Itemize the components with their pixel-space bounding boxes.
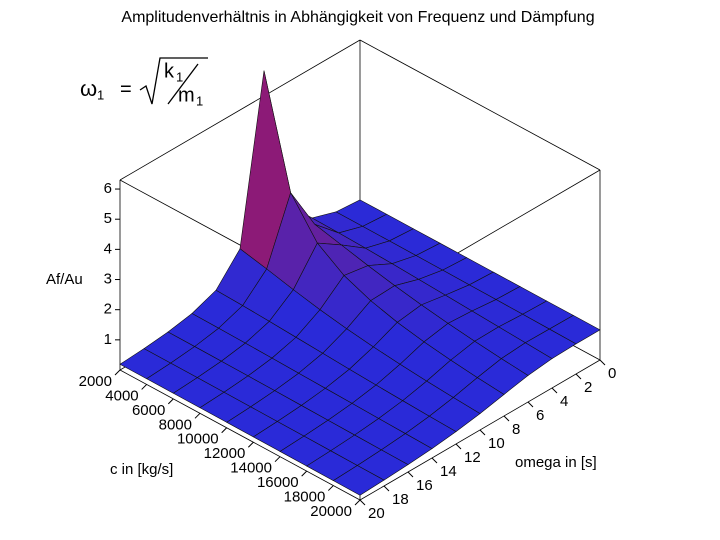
y-tick xyxy=(479,429,486,436)
x-tick xyxy=(167,398,174,405)
surface-cell xyxy=(332,465,385,496)
x-axis-label: c in [kg/s] xyxy=(110,461,173,478)
z-axis-label: Af/Au xyxy=(46,271,83,288)
z-tick-label: 6 xyxy=(104,180,112,197)
chart-title: Amplitudenverhältnis in Abhängigkeit von… xyxy=(121,9,594,26)
y-axis-label: omega in [s] xyxy=(515,454,597,471)
x-tick xyxy=(327,485,334,491)
y-tick-label: 4 xyxy=(560,393,568,410)
y-tick xyxy=(575,373,582,380)
y-tick xyxy=(359,499,366,506)
x-tick xyxy=(141,384,148,390)
x-tick xyxy=(221,427,228,434)
y-tick xyxy=(383,485,390,492)
formula-k-sub: 1 xyxy=(176,69,183,84)
z-tick-label: 1 xyxy=(104,331,112,348)
formula-omega: ω xyxy=(80,76,97,101)
y-tick xyxy=(455,443,462,450)
y-tick-label: 12 xyxy=(464,449,481,466)
y-tick-label: 10 xyxy=(488,435,505,452)
x-tick-label: 12000 xyxy=(204,445,246,462)
z-tick-label: 2 xyxy=(104,301,112,318)
box-top-edge xyxy=(119,39,361,181)
fraction-slash xyxy=(167,63,199,105)
box-top-edge xyxy=(359,39,601,171)
y-tick-label: 14 xyxy=(440,463,457,480)
ticks: 1234562000400060008000100001200014000160… xyxy=(79,180,617,522)
z-tick-label: 5 xyxy=(104,210,112,227)
y-tick-label: 20 xyxy=(368,505,385,522)
x-tick-label: 2000 xyxy=(79,373,112,390)
formula: ω 1 = k 1 m 1 xyxy=(80,57,208,108)
formula-equals: = xyxy=(120,78,132,100)
formula-m-sub: 1 xyxy=(196,93,203,108)
x-tick-label: 10000 xyxy=(177,431,219,448)
y-tick-label: 6 xyxy=(536,407,544,424)
formula-k: k xyxy=(164,60,175,82)
x-tick-label: 18000 xyxy=(284,489,326,506)
x-tick-label: 20000 xyxy=(310,503,352,520)
box-bottom-edge xyxy=(119,369,361,501)
y-tick-label: 2 xyxy=(584,379,592,396)
formula-omega-sub: 1 xyxy=(97,87,104,102)
z-tick-label: 3 xyxy=(104,270,112,287)
z-tick-label: 4 xyxy=(104,240,112,257)
x-tick xyxy=(354,499,361,506)
x-tick-label: 14000 xyxy=(230,460,272,477)
x-tick xyxy=(274,456,281,463)
sqrt-sign xyxy=(139,57,208,105)
x-tick xyxy=(194,412,201,419)
y-tick-label: 0 xyxy=(608,365,616,382)
x-tick-label: 8000 xyxy=(159,416,192,433)
y-tick xyxy=(503,415,510,422)
y-tick xyxy=(527,401,534,408)
x-tick-label: 16000 xyxy=(257,474,299,491)
x-tick xyxy=(301,470,308,477)
y-tick xyxy=(407,471,414,478)
y-tick xyxy=(551,387,558,394)
x-tick xyxy=(114,369,121,376)
y-tick-label: 8 xyxy=(512,421,520,438)
y-tick-label: 16 xyxy=(416,477,433,494)
y-tick xyxy=(431,457,438,464)
x-tick xyxy=(247,441,254,448)
x-tick-label: 6000 xyxy=(132,402,165,419)
y-tick xyxy=(599,359,606,366)
surface xyxy=(119,70,601,496)
x-tick-label: 4000 xyxy=(105,387,138,404)
formula-m: m xyxy=(178,84,195,106)
y-tick-label: 18 xyxy=(392,491,409,508)
